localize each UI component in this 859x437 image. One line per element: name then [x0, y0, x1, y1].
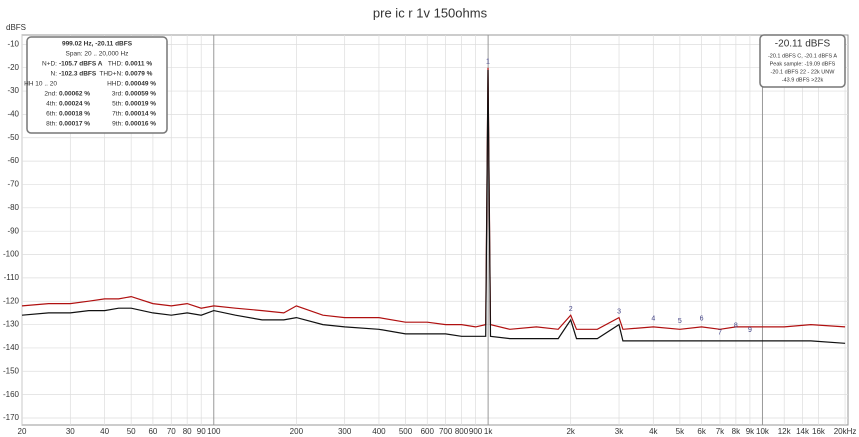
info-value: 0.00024 %: [59, 101, 90, 108]
info-label: THD:: [108, 61, 123, 68]
info-value: -105.7 dBFS A: [59, 61, 103, 68]
harmonic-marker: 8: [734, 322, 738, 329]
y-tick-label: -30: [7, 86, 19, 95]
harmonic-marker: 7: [718, 329, 722, 336]
x-tick-label: 2k: [566, 427, 575, 436]
x-tick-label: 400: [372, 427, 386, 436]
y-tick-label: -160: [3, 390, 20, 399]
x-tick-label: 20kHz: [834, 427, 857, 436]
x-tick-label: 60: [148, 427, 157, 436]
level-line: -20.1 dBFS 22 - 22k UNW: [771, 69, 836, 75]
x-tick-label: 50: [127, 427, 136, 436]
x-tick-label: 3k: [615, 427, 624, 436]
x-tick-label: 20: [18, 427, 27, 436]
x-tick-label: 4k: [649, 427, 658, 436]
level-box: [759, 34, 846, 88]
info-header: 999.02 Hz, -20.11 dBFS: [62, 41, 133, 48]
x-tick-label: 40: [100, 427, 109, 436]
level-main: -20.11 dBFS: [775, 39, 831, 50]
series-line: [21, 67, 846, 330]
y-tick-label: -50: [7, 133, 19, 142]
y-tick-label: -170: [3, 413, 20, 422]
info-value: 0.00016 %: [125, 121, 156, 128]
y-tick-label: -20: [7, 63, 19, 72]
info-value: 0.00014 %: [125, 111, 156, 118]
info-label: 8th:: [46, 121, 57, 128]
series-line: [21, 69, 846, 344]
info-value: -102.3 dBFS: [59, 71, 97, 78]
info-value: 0.00017 %: [59, 121, 90, 128]
x-tick-label: 900: [469, 427, 483, 436]
info-label: 4th:: [46, 101, 57, 108]
y-tick-label: -140: [3, 343, 20, 352]
chart-title: pre ic r 1v 150ohms: [373, 5, 488, 20]
x-tick-label: 30: [66, 427, 75, 436]
x-tick-label: 80: [183, 427, 192, 436]
y-tick-label: -100: [3, 250, 20, 259]
y-tick-label: -60: [7, 156, 19, 165]
x-tick-label: 200: [290, 427, 304, 436]
info-value: 0.00019 %: [125, 101, 156, 108]
info-label: 5th:: [112, 101, 123, 108]
y-tick-label: -80: [7, 203, 19, 212]
info-label: HH 10 .. 20: [24, 81, 57, 88]
x-tick-label: 16k: [812, 427, 826, 436]
level-line: -20.1 dBFS C, -20.1 dBFS A: [768, 53, 837, 59]
info-value: 0.00062 %: [59, 91, 90, 98]
harmonic-marker: 4: [651, 315, 655, 322]
x-tick-label: 1k: [484, 427, 493, 436]
level-line: -43.9 dBFS >22k: [782, 77, 824, 83]
x-tick-label: 300: [338, 427, 352, 436]
x-tick-label: 800: [455, 427, 469, 436]
info-value: 0.0079 %: [125, 71, 153, 78]
x-tick-label: 12k: [778, 427, 792, 436]
y-tick-label: -10: [7, 39, 19, 48]
harmonic-marker: 2: [569, 306, 573, 313]
y-tick-label: -90: [7, 226, 19, 235]
info-label: 2nd:: [44, 91, 57, 98]
harmonic-marker: 6: [700, 315, 704, 322]
y-tick-label: -130: [3, 320, 20, 329]
x-tick-label: 700: [439, 427, 453, 436]
x-tick-label: 14k: [796, 427, 810, 436]
x-tick-label: 7k: [716, 427, 725, 436]
info-value: 0.00018 %: [59, 111, 90, 118]
x-tick-label: 5k: [676, 427, 685, 436]
info-span: Span: 20 .. 20,000 Hz: [66, 51, 129, 58]
info-value: 0.00059 %: [125, 91, 156, 98]
info-value: 0.00049 %: [125, 81, 156, 88]
x-tick-label: 8k: [732, 427, 741, 436]
x-tick-label: 100: [207, 427, 221, 436]
info-box: [26, 36, 168, 134]
info-label: N+D:: [42, 61, 57, 68]
y-tick-label: -70: [7, 180, 19, 189]
x-tick-label: 600: [421, 427, 435, 436]
x-tick-label: 90: [197, 427, 206, 436]
info-label: N:: [51, 71, 58, 78]
harmonic-marker: 3: [617, 308, 621, 315]
x-tick-label: 70: [167, 427, 176, 436]
y-tick-label: -110: [4, 273, 20, 282]
harmonic-marker: 9: [748, 327, 752, 334]
info-label: THD+N:: [99, 71, 123, 78]
harmonic-marker: 1: [486, 59, 490, 66]
info-label: 6th:: [46, 111, 57, 118]
harmonic-marker: 5: [678, 318, 682, 325]
y-axis-label: dBFS: [6, 23, 26, 32]
info-label: 7th:: [112, 111, 123, 118]
y-tick-label: -150: [3, 366, 20, 375]
x-tick-label: 6k: [697, 427, 706, 436]
x-tick-label: 10k: [756, 427, 770, 436]
y-tick-label: -120: [3, 296, 20, 305]
info-label: 9th:: [112, 121, 123, 128]
info-value: 0.0011 %: [125, 61, 152, 68]
info-label: 3rd:: [112, 91, 123, 98]
x-tick-label: 500: [399, 427, 413, 436]
info-label: HHD:: [107, 81, 123, 88]
level-line: Peak sample: -19.09 dBFS: [770, 61, 836, 67]
x-tick-label: 9k: [746, 427, 755, 436]
y-tick-label: -40: [7, 110, 19, 119]
